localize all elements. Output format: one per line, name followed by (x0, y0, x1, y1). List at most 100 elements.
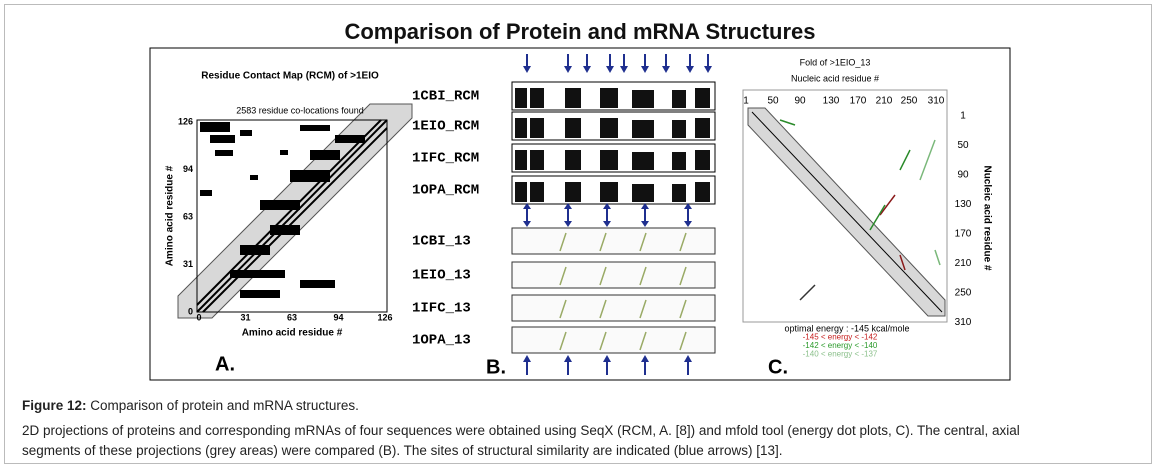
rcm-segment (632, 120, 654, 138)
energy-legend: -145 < energy < -142 (803, 333, 878, 342)
x-tick-label: 310 (928, 96, 945, 107)
x-axis-label: Amino acid residue # (242, 328, 343, 339)
panel-label: B. (486, 356, 506, 378)
rcm-segment (530, 118, 544, 138)
energy-legend: -140 < energy < -137 (803, 350, 878, 359)
rcm-segment (672, 120, 686, 138)
figure-box (149, 47, 1011, 381)
figure-title: Comparison of Protein and mRNA Structure… (344, 19, 815, 44)
down-arrow-head (564, 66, 572, 73)
diagonal (196, 119, 388, 313)
x-tick-label: 1 (743, 96, 749, 107)
y-tick-label: 170 (955, 229, 972, 240)
x-tick-label: 94 (333, 312, 343, 322)
x-tick-label: 130 (823, 96, 840, 107)
rcm-segment (600, 118, 618, 138)
down-arrow-head (662, 66, 670, 73)
fold-dots (559, 232, 567, 252)
fold-dots (599, 331, 607, 351)
double-arrow-head (603, 221, 611, 227)
double-arrow-head (523, 203, 531, 209)
fold-dots (599, 232, 607, 252)
fold-strip (511, 227, 716, 255)
panel-c-title: Fold of >1EIO_13 (800, 57, 871, 67)
fold-dots (559, 266, 567, 286)
y-tick-label: 250 (955, 288, 972, 299)
up-arrow-head (641, 355, 649, 362)
down-arrow-head (523, 66, 531, 73)
rcm-segment (632, 152, 654, 170)
up-arrow-head (684, 355, 692, 362)
rcm-segment (565, 150, 581, 170)
panel-label: A. (215, 353, 235, 375)
rcm-segment (600, 182, 618, 202)
down-arrow-head (606, 66, 614, 73)
y-tick-label: 310 (955, 317, 972, 328)
fold-dots (599, 299, 607, 319)
double-arrow-head (564, 221, 572, 227)
rcm-segment (695, 88, 710, 108)
y-tick-label: 50 (957, 140, 969, 151)
rcm-segment (672, 90, 686, 108)
down-arrow-head (686, 66, 694, 73)
rcm-segment (530, 150, 544, 170)
rcm-label: 1CBI_RCM (412, 89, 479, 105)
fold-label: 1CBI_13 (412, 234, 471, 250)
rcm-segment (672, 184, 686, 202)
rcm-segment (672, 152, 686, 170)
energy-legend: optimal energy : -145 kcal/mole (784, 323, 909, 333)
fold-dots (599, 266, 607, 286)
y-tick-label: 94 (183, 164, 193, 174)
x-tick-label: 210 (876, 96, 893, 107)
x-tick-label: 90 (794, 96, 806, 107)
rcm-label: 1OPA_RCM (412, 183, 479, 199)
y-axis-label: Amino acid residue # (165, 165, 176, 266)
fold-dots (679, 266, 687, 286)
up-arrow-head (564, 355, 572, 362)
rcm-segment (565, 182, 581, 202)
rcm-segment (632, 184, 654, 202)
rcm-segment (632, 90, 654, 108)
fold-strip (511, 326, 716, 354)
caption-text: Comparison of protein and mRNA structure… (90, 398, 359, 413)
y-axis-label: Nucleic acid residue # (981, 165, 992, 270)
x-tick-label: 170 (850, 96, 867, 107)
caption-body: 2D projections of proteins and correspon… (22, 423, 1020, 438)
y-tick-label: 210 (955, 258, 972, 269)
x-tick-label: 0 (196, 312, 201, 322)
fold-dots (639, 331, 647, 351)
contact-note: 2583 residue co-locations found (236, 105, 364, 115)
rcm-segment (600, 150, 618, 170)
x-tick-label: 31 (240, 312, 250, 322)
rcm-segment (530, 182, 544, 202)
caption-title: Figure 12: Comparison of protein and mRN… (22, 398, 359, 413)
fold-label: 1IFC_13 (412, 301, 471, 317)
y-tick-label: 31 (183, 259, 193, 269)
fold-dots (639, 299, 647, 319)
down-arrow-head (620, 66, 628, 73)
rcm-segment (530, 88, 544, 108)
fold-dots (559, 331, 567, 351)
up-arrow-head (603, 355, 611, 362)
x-tick-label: 126 (377, 312, 392, 322)
double-arrow-head (603, 203, 611, 209)
rcm-segment (695, 118, 710, 138)
fold-label: 1EIO_13 (412, 268, 471, 284)
fold-dots (679, 232, 687, 252)
x-axis-label: Nucleic acid residue # (791, 73, 879, 83)
fold-strip (511, 261, 716, 289)
panel-a-title: Residue Contact Map (RCM) of >1EIO (201, 71, 379, 82)
rcm-label: 1EIO_RCM (412, 119, 479, 135)
down-arrow-head (641, 66, 649, 73)
double-arrow-head (641, 203, 649, 209)
x-tick-label: 50 (767, 96, 779, 107)
diagonal (751, 111, 943, 313)
rcm-segment (695, 150, 710, 170)
rcm-segment (565, 118, 581, 138)
rcm-segment (695, 182, 710, 202)
down-arrow-head (583, 66, 591, 73)
figure: Comparison of Protein and mRNA Structure… (149, 19, 1011, 381)
y-tick-label: 0 (188, 306, 193, 316)
double-arrow-head (564, 203, 572, 209)
